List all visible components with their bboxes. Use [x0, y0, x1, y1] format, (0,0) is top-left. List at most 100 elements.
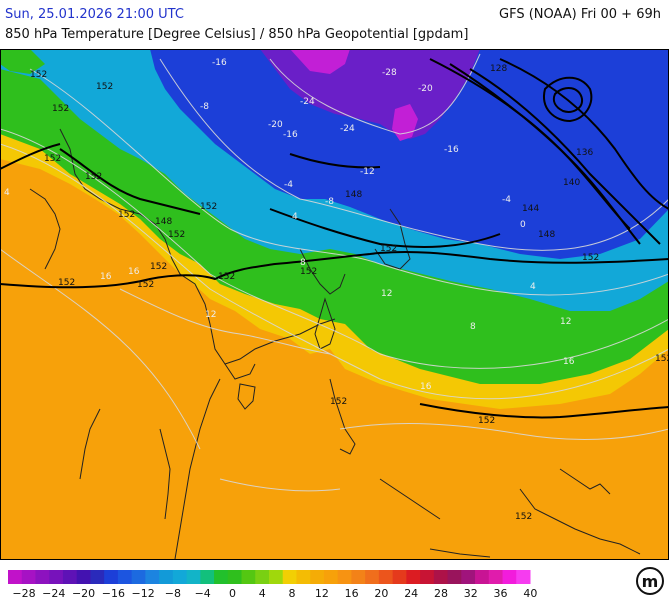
legend-swatch	[145, 570, 160, 584]
geo-label: 136	[576, 148, 593, 158]
legend-tick-label: −28	[12, 587, 35, 600]
geopotential-labels: 152 152 152 148 152 152 152 152 152 152 …	[30, 64, 669, 522]
legend-tick-label: 0	[229, 587, 236, 600]
legend-swatches	[8, 570, 531, 584]
isotherm-label: 12	[381, 289, 392, 299]
legend-tick-label: 32	[464, 587, 478, 600]
legend-swatch	[131, 570, 146, 584]
legend-tick-label: 4	[259, 587, 266, 600]
legend-swatch	[433, 570, 449, 584]
isotherm-labels: -28 -20 -24 -20 -16 -24 -16 -12 -8 -4 0 …	[4, 58, 575, 392]
geo-label: 148	[345, 190, 362, 200]
isotherm-label: 8	[300, 258, 306, 268]
geo-label: 152	[582, 253, 599, 263]
isotherm-label: 8	[470, 322, 476, 332]
logo: m	[636, 567, 664, 595]
legend-swatch	[49, 570, 64, 584]
legend-swatch	[447, 570, 462, 584]
isotherm-label: -4	[502, 195, 511, 205]
isotherm-label: -24	[300, 97, 315, 107]
legend-tick-label: −20	[72, 587, 95, 600]
legend-swatch	[461, 570, 476, 584]
isotherm-label: 16	[128, 267, 140, 277]
coastlines	[29, 128, 641, 559]
legend-swatch	[21, 570, 36, 584]
isotherm-label: 12	[560, 317, 571, 327]
geo-label: 152	[300, 267, 317, 277]
legend-swatch	[337, 570, 352, 584]
legend-swatch	[351, 570, 366, 584]
legend-swatch	[62, 570, 78, 584]
legend-swatch	[502, 570, 517, 584]
legend-tick-label: −24	[42, 587, 65, 600]
model-run-label: GFS (NOAA) Fri 00 + 69h	[499, 7, 661, 22]
legend-tick-label: −16	[102, 587, 125, 600]
legend-tick-label: 40	[523, 587, 537, 600]
legend-tick-label: −12	[132, 587, 155, 600]
legend-swatch	[104, 570, 119, 584]
legend-swatch	[296, 570, 311, 584]
legend-swatch	[227, 570, 243, 584]
geopotential-contours	[0, 58, 669, 419]
isotherm-label: 4	[4, 188, 10, 198]
geo-label: 152	[515, 512, 532, 522]
svg-text:m: m	[642, 572, 659, 591]
geo-label: 152	[380, 244, 397, 254]
geo-label: 152	[30, 70, 47, 80]
legend-tick-label: 16	[345, 587, 359, 600]
legend-tick-label: 28	[434, 587, 448, 600]
temperature-isotherms	[0, 53, 669, 492]
isotherm-label: -8	[200, 102, 209, 112]
legend-swatch	[475, 570, 490, 584]
legend-tick-label: 12	[315, 587, 329, 600]
isotherm-label: 16	[563, 357, 575, 367]
isotherm-label: -24	[340, 124, 355, 134]
legend-swatch	[392, 570, 407, 584]
legend-swatch	[76, 570, 91, 584]
isotherm-label: -8	[325, 197, 334, 207]
color-legend: −28 −24 −20 −16 −12 −8 −4 0 4 8 12 16 20 24 28 32 36 40	[8, 570, 537, 600]
map-title: 850 hPa Temperature [Degree Celsius] / 8…	[5, 27, 469, 42]
isotherm-label: -4	[284, 180, 293, 190]
isotherm-label: 4	[530, 282, 536, 292]
isotherm-label: -16	[444, 145, 459, 155]
geo-label: 152	[330, 397, 347, 407]
isotherm-label: 16	[420, 382, 432, 392]
legend-swatch	[420, 570, 435, 584]
legend-swatch	[488, 570, 504, 584]
geo-label: 152	[200, 202, 217, 212]
isotherm-label: -16	[283, 130, 298, 140]
geo-label: 144	[522, 204, 539, 214]
legend-swatch	[172, 570, 188, 584]
legend-swatch	[241, 570, 256, 584]
legend-tick-label: 24	[404, 587, 418, 600]
geo-label: 152	[58, 278, 75, 288]
legend-tick-label: −8	[165, 587, 181, 600]
geo-label: 152	[96, 82, 113, 92]
valid-time-label: Sun, 25.01.2026 21:00 UTC	[5, 7, 184, 22]
legend-swatch	[310, 570, 325, 584]
legend-swatch	[378, 570, 394, 584]
geo-label: 152	[118, 210, 135, 220]
legend-tick-label: −4	[195, 587, 211, 600]
isotherm-label: -20	[418, 84, 433, 94]
geo-label: 152	[52, 104, 69, 114]
isotherm-label: 0	[520, 220, 526, 230]
legend-swatch	[35, 570, 50, 584]
isotherm-label: -28	[382, 68, 397, 78]
isotherm-label: -20	[268, 120, 283, 130]
legend-tick-label: 20	[374, 587, 388, 600]
legend-tick-label: 8	[289, 587, 296, 600]
legend-swatch	[282, 570, 297, 584]
legend-swatch	[117, 570, 133, 584]
legend-tick-label: 36	[494, 587, 508, 600]
geo-label: 148	[155, 217, 172, 227]
isotherm-label: -16	[212, 58, 227, 68]
geo-label: 152	[168, 230, 185, 240]
geo-label: 140	[563, 178, 580, 188]
legend-swatch	[406, 570, 421, 584]
isotherm-label: 16	[100, 272, 112, 282]
isotherm-label: 4	[292, 212, 298, 222]
geo-label: 148	[538, 230, 555, 240]
legend-swatch	[269, 570, 284, 584]
